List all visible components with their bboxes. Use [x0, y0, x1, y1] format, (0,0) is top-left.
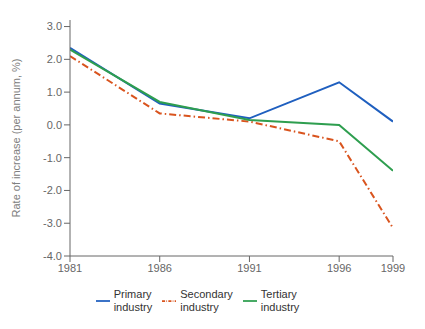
- svg-text:-4.0: -4.0: [43, 250, 62, 262]
- svg-text:1996: 1996: [327, 262, 351, 274]
- svg-text:-1.0: -1.0: [43, 152, 62, 164]
- html-text:Secondary industry: Secondary industry: [180, 288, 233, 313]
- svg-text:-2.0: -2.0: [43, 184, 62, 196]
- svg-text:0.0: 0.0: [47, 119, 62, 131]
- html-text:Tertiary industry: Tertiary industry: [260, 288, 300, 313]
- svg-text:1999: 1999: [381, 262, 405, 274]
- svg-text:1991: 1991: [237, 262, 261, 274]
- svg-text:Rate of increase (per annum, %: Rate of increase (per annum, %): [10, 59, 22, 218]
- svg-text:2.0: 2.0: [47, 53, 62, 65]
- svg-text:1986: 1986: [147, 262, 171, 274]
- html-text:Primary industry: Primary industry: [113, 288, 153, 313]
- svg-text:-3.0: -3.0: [43, 217, 62, 229]
- svg-text:1981: 1981: [58, 262, 82, 274]
- svg-text:1.0: 1.0: [47, 86, 62, 98]
- svg-text:3.0: 3.0: [47, 20, 62, 32]
